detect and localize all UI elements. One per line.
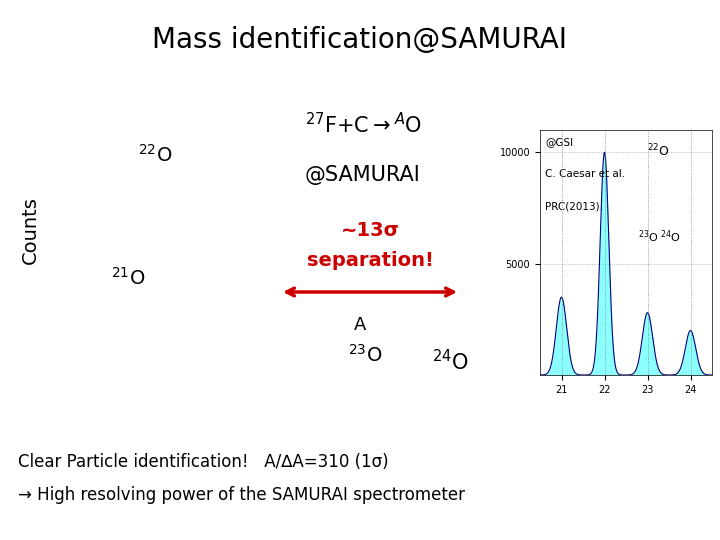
Text: Mass identification@SAMURAI: Mass identification@SAMURAI	[153, 26, 567, 54]
Text: PRC(2013).: PRC(2013).	[545, 201, 603, 211]
Text: $^{24}$O: $^{24}$O	[432, 349, 468, 375]
Text: $^{23}$O $^{24}$O: $^{23}$O $^{24}$O	[638, 228, 681, 245]
Text: Clear Particle identification!   A/∆A=310 (1σ): Clear Particle identification! A/∆A=310 …	[18, 453, 389, 471]
Text: $^{21}$O: $^{21}$O	[111, 267, 145, 289]
Text: C. Caesar et al.: C. Caesar et al.	[545, 169, 625, 179]
Text: @SAMURAI: @SAMURAI	[305, 165, 420, 185]
Text: $^{22}$O: $^{22}$O	[647, 142, 670, 159]
Text: @GSI: @GSI	[545, 137, 573, 147]
Text: Counts: Counts	[20, 196, 40, 264]
Text: ~13σ: ~13σ	[341, 220, 400, 240]
Text: A: A	[354, 316, 366, 334]
Text: separation!: separation!	[307, 251, 433, 269]
Text: $^{23}$O: $^{23}$O	[348, 344, 382, 366]
Text: → High resolving power of the SAMURAI spectrometer: → High resolving power of the SAMURAI sp…	[18, 486, 465, 504]
Text: $^{22}$O: $^{22}$O	[138, 144, 172, 166]
Text: $^{27}$F+C$\rightarrow$$^A$O: $^{27}$F+C$\rightarrow$$^A$O	[305, 112, 422, 138]
